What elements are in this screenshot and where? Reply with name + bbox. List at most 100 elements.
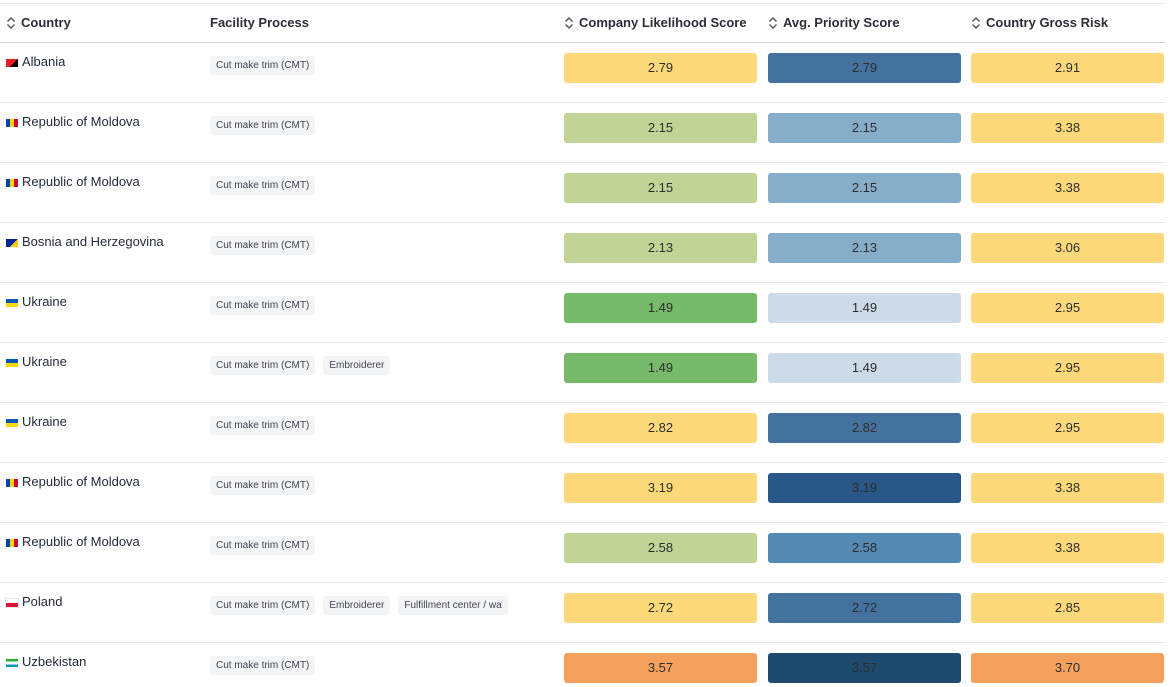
process-chip: Cut make trim (CMT) <box>210 236 316 255</box>
facility-process-cell: Cut make trim (CMT) Embroiderer Fulfillmen… <box>210 596 559 615</box>
facility-process-cell: Cut make trim (CMT) <box>210 476 559 495</box>
table-row[interactable]: Poland Cut make trim (CMT) Embroiderer Fulf… <box>0 583 1165 643</box>
column-header-facility-process-label: Facility Process <box>210 15 309 30</box>
country-cell: Republic of Moldova <box>6 474 140 489</box>
flag-icon <box>6 358 18 367</box>
process-chip: Cut make trim (CMT) <box>210 176 316 195</box>
process-chip: Cut make trim (CMT) <box>210 476 316 495</box>
likelihood-score: 1.49 <box>564 353 757 383</box>
priority-score: 2.82 <box>768 413 961 443</box>
country-name: Bosnia and Herzegovina <box>22 234 164 249</box>
process-chip: Fulfillment center / wa <box>398 596 508 615</box>
facility-process-cell: Cut make trim (CMT) <box>210 236 559 255</box>
facility-process-cell: Cut make trim (CMT) <box>210 656 559 675</box>
column-header-likelihood[interactable]: Company Likelihood Score <box>564 4 747 42</box>
process-chip: Embroiderer <box>323 356 391 375</box>
gross-risk-score: 3.38 <box>971 113 1164 143</box>
priority-score: 2.15 <box>768 113 961 143</box>
flag-icon <box>6 418 18 427</box>
table-row[interactable]: Republic of Moldova Cut make trim (CMT) 2.… <box>0 103 1165 163</box>
country-cell: Albania <box>6 54 65 69</box>
sort-icon[interactable] <box>564 16 574 30</box>
country-cell: Bosnia and Herzegovina <box>6 234 164 249</box>
gross-risk-score: 2.91 <box>971 53 1164 83</box>
country-cell: Republic of Moldova <box>6 534 140 549</box>
process-chip: Cut make trim (CMT) <box>210 296 316 315</box>
table-row[interactable]: Albania Cut make trim (CMT) 2.79 2.79 2.91 <box>0 43 1165 103</box>
table-row[interactable]: Republic of Moldova Cut make trim (CMT) 3.… <box>0 463 1165 523</box>
column-header-gross-risk[interactable]: Country Gross Risk <box>971 4 1108 42</box>
gross-risk-score: 2.95 <box>971 413 1164 443</box>
country-name: Republic of Moldova <box>22 474 140 489</box>
table-header: Country Facility Process Company Likelih… <box>0 4 1165 43</box>
country-cell: Poland <box>5 594 63 609</box>
country-name: Albania <box>22 54 66 69</box>
gross-risk-score: 3.38 <box>971 473 1164 503</box>
facility-process-cell: Cut make trim (CMT) <box>210 296 559 315</box>
country-name: Ukraine <box>22 414 67 429</box>
likelihood-score: 2.82 <box>564 413 757 443</box>
process-chip: Cut make trim (CMT) <box>210 596 316 615</box>
priority-score: 2.72 <box>768 593 961 623</box>
flag-icon <box>5 597 19 608</box>
gross-risk-score: 2.85 <box>971 593 1164 623</box>
facility-process-cell: Cut make trim (CMT) <box>210 416 559 435</box>
likelihood-score: 2.79 <box>564 53 757 83</box>
gross-risk-score: 3.38 <box>971 533 1164 563</box>
process-chip: Cut make trim (CMT) <box>210 656 316 675</box>
flag-icon <box>6 118 18 127</box>
sort-icon[interactable] <box>6 16 16 30</box>
priority-score: 3.57 <box>768 653 961 683</box>
country-name: Poland <box>22 594 63 609</box>
flag-icon <box>6 298 18 307</box>
process-chip: Cut make trim (CMT) <box>210 116 316 135</box>
country-cell: Republic of Moldova <box>6 174 140 189</box>
table-row[interactable]: Uzbekistan Cut make trim (CMT) 3.57 3.57 3.7… <box>0 643 1165 687</box>
country-cell: Republic of Moldova <box>6 114 140 129</box>
process-chip: Embroiderer <box>323 596 391 615</box>
facility-process-cell: Cut make trim (CMT) <box>210 176 559 195</box>
table-row[interactable]: Republic of Moldova Cut make trim (CMT) 2.… <box>0 163 1165 223</box>
facility-process-cell: Cut make trim (CMT) Embroiderer <box>210 356 559 375</box>
likelihood-score: 3.57 <box>564 653 757 683</box>
likelihood-score: 2.72 <box>564 593 757 623</box>
country-cell: Ukraine <box>6 294 67 309</box>
country-cell: Ukraine <box>6 354 67 369</box>
priority-score: 1.49 <box>768 293 961 323</box>
gross-risk-score: 3.06 <box>971 233 1164 263</box>
country-name: Republic of Moldova <box>22 174 140 189</box>
priority-score: 2.15 <box>768 173 961 203</box>
priority-score: 3.19 <box>768 473 961 503</box>
table-row[interactable]: Ukraine Cut make trim (CMT) Embroiderer 1.4… <box>0 343 1165 403</box>
column-header-priority[interactable]: Avg. Priority Score <box>768 4 900 42</box>
country-name: Uzbekistan <box>22 654 87 669</box>
flag-icon <box>6 658 18 667</box>
table-row[interactable]: Bosnia and Herzegovina Cut make trim (CMT… <box>0 223 1165 283</box>
sort-icon[interactable] <box>971 16 981 30</box>
top-divider <box>0 3 1165 4</box>
likelihood-score: 2.58 <box>564 533 757 563</box>
table-row[interactable]: Ukraine Cut make trim (CMT) 1.49 1.49 2.95 <box>0 283 1165 343</box>
flag-icon <box>6 58 18 67</box>
flag-icon <box>6 538 18 547</box>
priority-score: 1.49 <box>768 353 961 383</box>
priority-score: 2.58 <box>768 533 961 563</box>
sort-icon[interactable] <box>768 16 778 30</box>
facility-process-cell: Cut make trim (CMT) <box>210 116 559 135</box>
gross-risk-score: 2.95 <box>971 353 1164 383</box>
process-chip: Cut make trim (CMT) <box>210 416 316 435</box>
process-chip: Cut make trim (CMT) <box>210 56 316 75</box>
country-name: Ukraine <box>22 354 67 369</box>
flag-icon <box>6 178 18 187</box>
table-row[interactable]: Ukraine Cut make trim (CMT) 2.82 2.82 2.95 <box>0 403 1165 463</box>
gross-risk-score: 2.95 <box>971 293 1164 323</box>
country-name: Republic of Moldova <box>22 534 140 549</box>
flag-icon <box>6 478 18 487</box>
column-header-country[interactable]: Country <box>6 4 71 42</box>
likelihood-score: 2.13 <box>564 233 757 263</box>
facility-process-cell: Cut make trim (CMT) <box>210 536 559 555</box>
column-header-facility-process: Facility Process <box>210 4 309 42</box>
likelihood-score: 3.19 <box>564 473 757 503</box>
table-row[interactable]: Republic of Moldova Cut make trim (CMT) 2.… <box>0 523 1165 583</box>
facility-process-cell: Cut make trim (CMT) <box>210 56 559 75</box>
